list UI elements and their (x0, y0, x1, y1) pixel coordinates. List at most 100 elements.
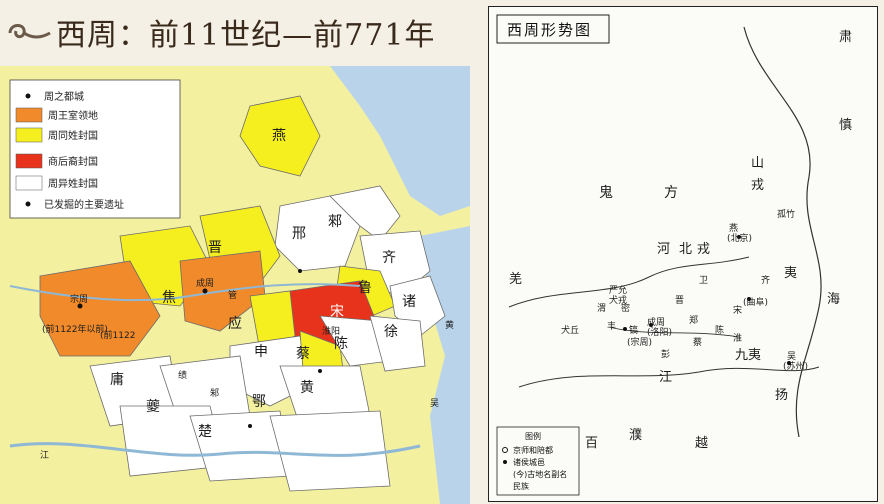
label-e: 鄂 (252, 394, 266, 410)
left-map: 周之都城 周王室领地 周同姓封国 商后裔封国 周异姓封国 已发掘的主要遗址 燕 … (0, 66, 470, 504)
label-shen: 申 (254, 344, 268, 360)
site-dot-2 (318, 369, 322, 373)
r-label-he: 河 (657, 242, 670, 257)
legend-dot-capital (25, 93, 31, 99)
title-row: 西周：前11世纪—前771年 (6, 10, 435, 54)
right-legend-people: 民族 (513, 481, 529, 491)
r-label-yi: 夷 (784, 265, 797, 281)
label-chu: 楚 (198, 424, 212, 440)
legend-label-2: 周王室领地 (48, 109, 98, 122)
right-map-background (489, 7, 877, 501)
label-zhu-small: 邾 (210, 387, 219, 399)
label-xu: 徐 (384, 324, 398, 340)
river-huanghe (508, 256, 750, 308)
right-legend-city-symbol (503, 460, 507, 464)
r-label-jiang: 江 (659, 370, 672, 385)
r-label-qufu: (曲阜) (743, 296, 768, 308)
legend-label-5: 周异姓封国 (48, 177, 98, 190)
legend-swatch-other (15, 175, 43, 191)
right-legend-title: 图例 (525, 431, 541, 441)
label-huang-sea: 黄 (445, 319, 454, 331)
r-label-song: 宋 (733, 304, 742, 316)
r-label-quanqiu: 犬丘 (561, 324, 579, 336)
r-label-mi: 密 (621, 302, 630, 314)
right-legend-capital: 京师和陪都 (513, 445, 553, 455)
zongzhou-domain (39, 260, 161, 357)
label-jin: 晋 (208, 240, 222, 256)
annotation-before-1122: (前1122年以前) (42, 323, 108, 335)
r-label-su: 肃 (839, 30, 852, 45)
page-title: 西周：前11世纪—前771年 (56, 18, 436, 53)
river-changjiang (518, 366, 820, 388)
sea-area (330, 66, 470, 216)
r-label-hao: 镐 (629, 324, 638, 336)
river-huang (9, 283, 361, 302)
r-label-bai: 百 (585, 436, 598, 451)
r-label-zheng: 郑 (689, 314, 698, 326)
label-kui: 夔 (146, 398, 160, 415)
legend-items: 周之都城 周王室领地 周同姓封国 商后裔封国 周异姓封国 已发掘的主要遗址 (15, 90, 124, 211)
r-label-luoyang: (洛阳) (647, 326, 672, 338)
r-label-shan: 山 (751, 156, 764, 171)
label-ying: 应 (228, 315, 242, 332)
state-xu (369, 315, 426, 372)
label-cai: 蔡 (296, 346, 310, 362)
r-label-wei: 卫 (699, 276, 708, 286)
label-jiao: 焦 (162, 290, 176, 306)
label-song: 宋 (330, 304, 344, 320)
r-label-fang: 方 (664, 185, 678, 201)
label-chen: 陈 (334, 335, 348, 352)
r-label-wu: 吴 (787, 351, 796, 362)
state-qi-area (329, 185, 401, 242)
label-wu: 吴 (430, 398, 439, 409)
r-label-quanrong: 犬戎 (609, 294, 627, 306)
label-zhu: 诸 (402, 294, 416, 310)
r-label-chen: 陈 (715, 324, 724, 336)
label-lai: 郲 (328, 214, 342, 230)
label-huang: 黄 (300, 379, 314, 396)
r-label-shen: 慎 (839, 118, 852, 133)
r-label-hai: 海 (827, 292, 840, 307)
capital-dots (77, 269, 322, 428)
legend-swatch-shang (15, 153, 43, 169)
legend-dot-site (25, 201, 31, 207)
annotation-1122: (前1122 (100, 329, 135, 341)
r-label-gui: 鬼 (599, 185, 613, 201)
site-dot-1 (298, 269, 302, 273)
left-map-svg: 周之都城 周王室领地 周同姓封国 商后裔封国 周异姓封国 已发掘的主要遗址 燕 … (0, 66, 470, 504)
state-south (269, 410, 391, 492)
r-city-dot-luoyang (649, 323, 653, 327)
legend-label-4: 商后裔封国 (48, 155, 98, 168)
legend-swatch-same (15, 127, 43, 143)
right-legend-name: (今)古地名副名 (513, 469, 567, 479)
annotation-chengzhou: 成周 (196, 277, 214, 289)
river-huai (608, 326, 740, 338)
r-label-peng: 彭 (661, 348, 670, 360)
river-jiang (9, 442, 421, 457)
r-label-rong: 戎 (751, 178, 764, 193)
r-city-dot-beijing (737, 235, 741, 239)
r-label-weishui: 渭 (597, 303, 606, 314)
r-label-qi: 齐 (761, 274, 770, 286)
label-yan: 燕 (272, 128, 286, 144)
right-labels: 鬼 方 山 戎 肃 慎 孤竹 燕 (北京) 海 北 戎 河 夷 齐 羌 严允 犬… (509, 30, 852, 451)
swirl-icon (8, 24, 51, 39)
legend-box (9, 79, 181, 219)
r-label-yan: 燕 (729, 222, 738, 234)
r-label-qiang: 羌 (509, 272, 522, 287)
label-yong: 庸 (110, 371, 124, 388)
annotation-huaiyang: 淮阳 (322, 326, 340, 337)
site-dot-3 (248, 424, 252, 428)
capital-dot-zongzhou (77, 303, 83, 309)
state-ying (249, 290, 296, 352)
r-label-rong2: 戎 (697, 242, 710, 257)
label-ji: 绩 (178, 369, 187, 381)
coastline (743, 26, 822, 438)
r-city-dot-hao (623, 327, 627, 331)
label-qi: 齐 (382, 250, 396, 266)
r-city-dot-wu (787, 361, 791, 365)
r-label-jin: 晋 (675, 295, 684, 306)
r-label-zongzhou: (宗周) (627, 336, 652, 348)
r-label-cai: 蔡 (693, 336, 702, 348)
r-label-jiuyi: 九夷 (735, 347, 761, 363)
